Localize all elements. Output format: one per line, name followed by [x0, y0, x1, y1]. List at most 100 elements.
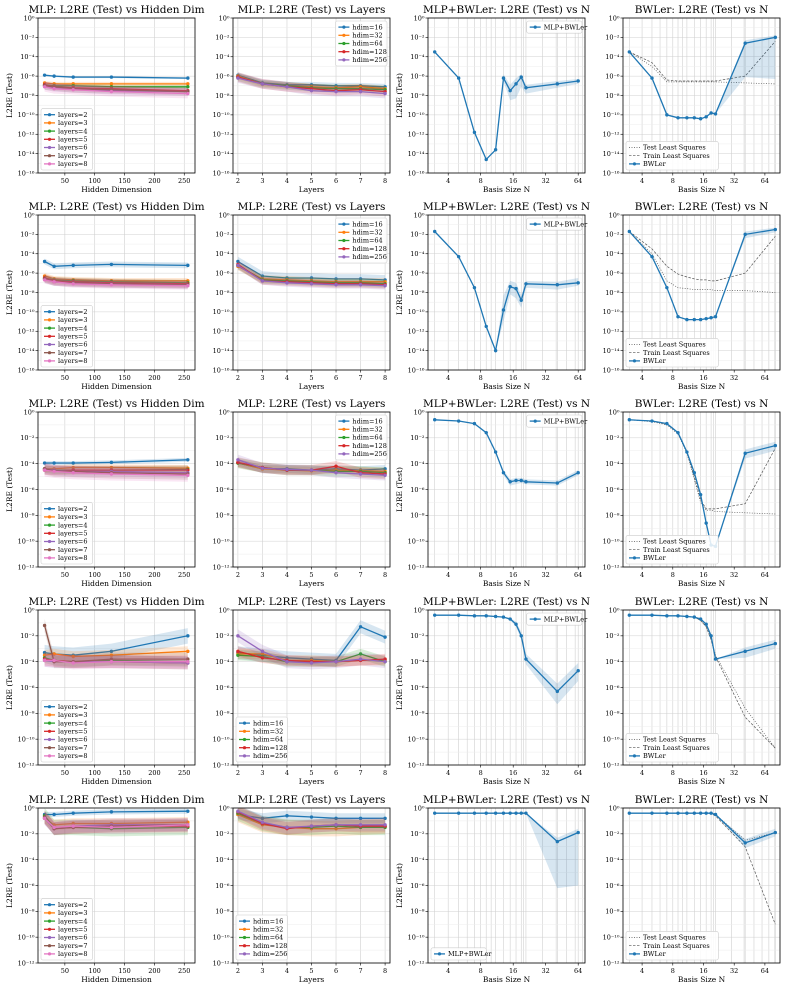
y-axis-label: L2RE (Test): [5, 73, 14, 118]
x-tick-label: 16: [699, 177, 707, 185]
data-point: [186, 85, 190, 89]
data-point: [665, 614, 669, 618]
series-line: [628, 228, 776, 321]
data-point: [52, 812, 56, 817]
legend-label: layers=7: [58, 744, 88, 752]
y-axis-label: L2RE (Test): [5, 467, 14, 512]
x-tick-label: 50: [61, 571, 69, 579]
y-tick-label: 10⁻¹⁰: [408, 537, 425, 545]
series-band: [237, 648, 386, 667]
y-axis-label: L2RE (Test): [5, 270, 14, 315]
data-point: [260, 820, 265, 824]
y-tick-label: 10⁻¹⁰: [18, 537, 35, 545]
y-tick-label: 10⁻¹⁴: [213, 347, 230, 355]
series-band: [44, 81, 188, 99]
data-point: [501, 76, 506, 80]
data-point: [650, 76, 654, 80]
data-point: [383, 473, 387, 477]
plot-series-group: [236, 454, 387, 481]
data-point: [698, 811, 703, 815]
legend-label: layers=5: [58, 926, 88, 934]
x-axis-label: Hidden Dimension: [81, 975, 152, 984]
legend-marker: [47, 310, 52, 314]
legend-box: [335, 20, 388, 67]
legend-label: Train Least Squares: [643, 744, 710, 752]
chart-panel: 50 100 150 200 250 10⁻¹⁶ 10⁻¹⁴ 10⁻¹² 10⁻¹⁰ 10⁻⁸ 10…: [5, 201, 205, 391]
data-point: [709, 811, 713, 815]
x-tick-label: 32: [730, 769, 738, 777]
y-tick-label: 10⁻⁶: [215, 486, 230, 494]
x-tick-label: 8: [671, 769, 675, 777]
legend-box: [526, 414, 583, 428]
data-point: [773, 227, 778, 232]
legend-label: layers=7: [58, 152, 88, 160]
x-tick-label: 150: [118, 571, 130, 579]
x-tick-label: 50: [61, 967, 69, 975]
data-point: [109, 465, 114, 470]
x-tick-label: 4: [446, 374, 450, 382]
y-tick-label: 10⁻¹⁶: [408, 366, 425, 374]
y-tick-label: 10⁻¹²: [18, 131, 35, 139]
data-point: [285, 85, 289, 89]
y-tick-label: 10⁻¹⁴: [18, 150, 35, 158]
y-tick-label: 10⁻⁶: [20, 486, 35, 494]
chart-legend: MLP+BWLer: [526, 612, 588, 626]
y-tick-label: 10⁻¹⁶: [603, 366, 620, 374]
x-tick-label: 8: [671, 177, 675, 185]
legend-marker: [437, 952, 442, 956]
y-tick-label: 10⁻²: [605, 231, 620, 239]
data-point: [42, 816, 47, 821]
legend-marker: [632, 952, 637, 956]
data-point: [650, 613, 654, 617]
legend-marker: [47, 746, 52, 750]
data-point: [484, 157, 488, 162]
legend-label: layers=2: [58, 111, 88, 119]
data-point: [52, 461, 56, 465]
y-tick-label: 10⁻⁴: [215, 856, 230, 864]
data-point: [743, 451, 747, 456]
y-tick-label: 10⁻²: [20, 830, 35, 838]
data-point: [709, 315, 713, 320]
data-point: [71, 811, 75, 815]
y-axis-label: L2RE (Test): [5, 665, 14, 710]
legend-marker: [47, 318, 52, 322]
data-point: [650, 254, 654, 259]
series-band: [44, 808, 188, 837]
legend-marker: [342, 255, 346, 259]
x-tick-label: 6: [334, 967, 338, 975]
legend-box: [40, 502, 93, 565]
chart-panel: 4 8 16 32 6410⁻¹²10⁻¹⁰10⁻⁸10⁻⁶10⁻⁴10⁻²10⁰MLP…: [395, 596, 590, 786]
y-axis-label: L2RE (Test): [5, 863, 14, 908]
y-tick-label: 10⁻¹²: [408, 563, 425, 571]
y-tick-label: 10⁻⁶: [215, 882, 230, 890]
plot-series-group: [433, 229, 580, 353]
chart-panel: 4 8 16 32 64 10⁻¹⁶ 10⁻¹⁴ 10⁻¹² 10⁻¹⁰ 10⁻⁸ 10⁻⁶ 10⁻⁴…: [395, 201, 590, 391]
x-tick-label: 4: [640, 374, 644, 382]
x-axis-label: Basis Size N: [483, 579, 531, 588]
data-point: [524, 811, 528, 815]
x-tick-label: 250: [178, 967, 190, 975]
data-point: [334, 464, 338, 468]
data-point: [109, 810, 114, 814]
y-tick-label: 10⁻¹⁴: [603, 150, 620, 158]
y-tick-label: 10⁻⁸: [215, 512, 230, 520]
data-point: [576, 669, 580, 673]
x-axis-label: Hidden Dimension: [81, 579, 152, 588]
data-point: [555, 283, 560, 287]
y-tick-label: 10⁻¹⁰: [603, 111, 620, 119]
series-band: [434, 231, 579, 351]
y-tick-label: 10⁻⁴: [605, 460, 620, 468]
data-point: [508, 480, 512, 484]
data-point: [186, 458, 190, 462]
legend-marker: [47, 137, 52, 141]
data-point: [52, 825, 56, 830]
y-tick-label: 10⁻¹⁶: [18, 169, 35, 177]
legend-marker: [47, 944, 52, 948]
data-point: [773, 443, 778, 448]
legend-label: layers=7: [58, 942, 88, 950]
data-point: [713, 812, 718, 817]
data-point: [334, 659, 338, 664]
y-tick-label: 10⁻⁸: [605, 710, 620, 718]
legend-marker: [47, 326, 52, 330]
